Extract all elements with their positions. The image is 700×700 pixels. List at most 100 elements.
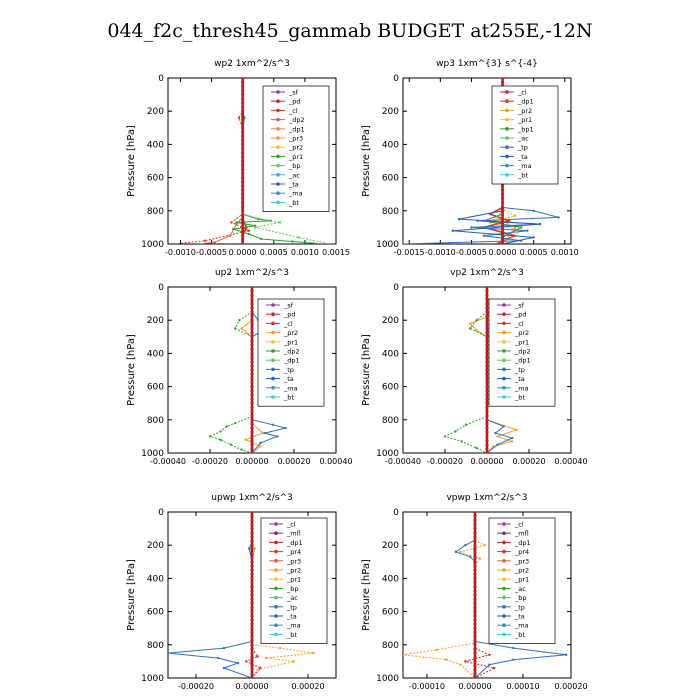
legend-marker <box>502 586 506 591</box>
zero-profile-marker <box>473 672 477 676</box>
legend-marker <box>502 632 506 637</box>
y-tick-label: 800 <box>147 416 164 426</box>
data-point <box>464 660 467 663</box>
data-point <box>488 663 491 666</box>
zero-profile-marker <box>250 634 254 639</box>
y-axis-label: Pressure [hPa] <box>126 334 137 406</box>
series-line-dp2 <box>443 287 488 453</box>
legend-label: _bt <box>514 631 525 639</box>
zero-profile-marker <box>473 576 477 581</box>
legend-label: _pr1 <box>514 576 529 584</box>
zero-profile-marker <box>250 589 254 593</box>
zero-profile-marker <box>241 105 245 109</box>
y-tick-label: 0 <box>393 508 399 518</box>
legend-marker <box>271 321 275 326</box>
data-point <box>237 116 241 120</box>
data-point <box>494 431 497 435</box>
zero-profile-marker <box>241 109 245 113</box>
zero-profile-marker <box>250 622 254 626</box>
zero-profile-marker <box>473 531 477 535</box>
legend-label: _bp <box>288 162 301 170</box>
legend-label: _pr2 <box>517 107 532 115</box>
zero-profile-marker <box>485 335 489 339</box>
legend-label: _ta <box>514 375 525 383</box>
zero-profile-marker <box>241 155 245 159</box>
zero-profile-marker <box>485 360 489 364</box>
legend-marker <box>271 358 275 363</box>
zero-profile-marker <box>250 351 254 355</box>
data-point <box>260 237 263 241</box>
data-point <box>259 441 262 445</box>
zero-profile-marker <box>241 209 245 213</box>
legend-marker <box>505 163 509 168</box>
legend-label: _dp2 <box>514 348 531 356</box>
legend-label: _dp1 <box>514 357 531 365</box>
legend-label: _pr3 <box>286 557 301 565</box>
legend-label: _cl <box>286 521 296 529</box>
zero-profile-marker <box>485 302 489 306</box>
legend-marker <box>274 586 278 591</box>
zero-profile-marker <box>473 651 477 655</box>
data-point <box>520 226 523 229</box>
data-point <box>217 656 220 660</box>
zero-profile-marker <box>250 397 254 401</box>
zero-profile-marker <box>500 234 505 238</box>
legend-label: _pr1 <box>517 116 532 124</box>
legend-marker <box>502 549 506 554</box>
legend-marker <box>502 531 506 535</box>
legend-label: _ac <box>286 594 298 602</box>
zero-profile-marker <box>485 314 489 318</box>
data-point <box>229 443 233 446</box>
legend-label: _ta <box>514 613 525 621</box>
data-point <box>502 425 505 428</box>
x-tick-label: 0.0000 <box>229 248 257 257</box>
x-tick-label: -0.00040 <box>385 457 421 466</box>
legend-label: _pr4 <box>286 548 301 556</box>
zero-profile-marker <box>485 318 489 322</box>
data-point <box>454 550 457 553</box>
series-line-dp2 <box>199 78 244 244</box>
x-tick-label: -0.00040 <box>150 457 186 466</box>
zero-profile-marker <box>241 78 245 80</box>
panel-4: upwp 1xm^2/s^3 Pressure [hPa] 0 200 400 600 80… <box>126 493 337 691</box>
data-point <box>451 229 454 232</box>
zero-profile-marker <box>250 580 254 585</box>
legend-label: _pr1 <box>514 338 529 346</box>
zero-profile-marker <box>485 310 489 314</box>
zero-profile-marker <box>241 113 245 117</box>
x-tick-label: 0.00020 <box>277 457 310 466</box>
zero-profile-marker <box>473 543 477 547</box>
zero-profile-marker <box>250 368 254 372</box>
y-tick-label: 800 <box>382 641 399 651</box>
zero-profile-marker <box>485 439 489 443</box>
legend-marker <box>271 367 275 372</box>
data-point <box>234 327 237 330</box>
zero-profile-marker <box>250 531 254 535</box>
zero-profile-marker <box>250 551 254 556</box>
zero-profile-marker <box>241 159 245 163</box>
y-tick-label: 400 <box>147 349 164 359</box>
zero-profile-marker <box>473 539 477 543</box>
zero-profile-marker <box>250 310 254 314</box>
data-point <box>284 426 287 430</box>
data-point <box>266 219 269 222</box>
legend-marker <box>271 386 275 390</box>
zero-profile-marker <box>500 188 505 192</box>
zero-profile-marker <box>500 230 505 234</box>
legend-marker <box>502 303 506 307</box>
zero-profile-marker <box>485 372 489 376</box>
data-point <box>495 242 498 244</box>
legend-marker <box>274 623 278 627</box>
page-title: 044_f2c_thresh45_gammab BUDGET at255E,-1… <box>107 20 593 42</box>
legend-marker <box>502 340 506 344</box>
zero-profile-marker <box>250 293 254 297</box>
panel-1: wp3 1xm^{3} s^{-4} Pressure [hPa] 0 200 400 6… <box>361 59 579 257</box>
x-tick-label: -0.0005 <box>196 248 227 257</box>
legend-label: _pr3 <box>514 557 529 565</box>
legend-marker <box>502 321 506 326</box>
legend-label: _bt <box>514 394 525 402</box>
zero-profile-marker <box>241 184 245 188</box>
zero-profile-marker <box>500 200 505 205</box>
zero-profile-marker <box>473 634 477 639</box>
plot-frame <box>402 511 572 679</box>
